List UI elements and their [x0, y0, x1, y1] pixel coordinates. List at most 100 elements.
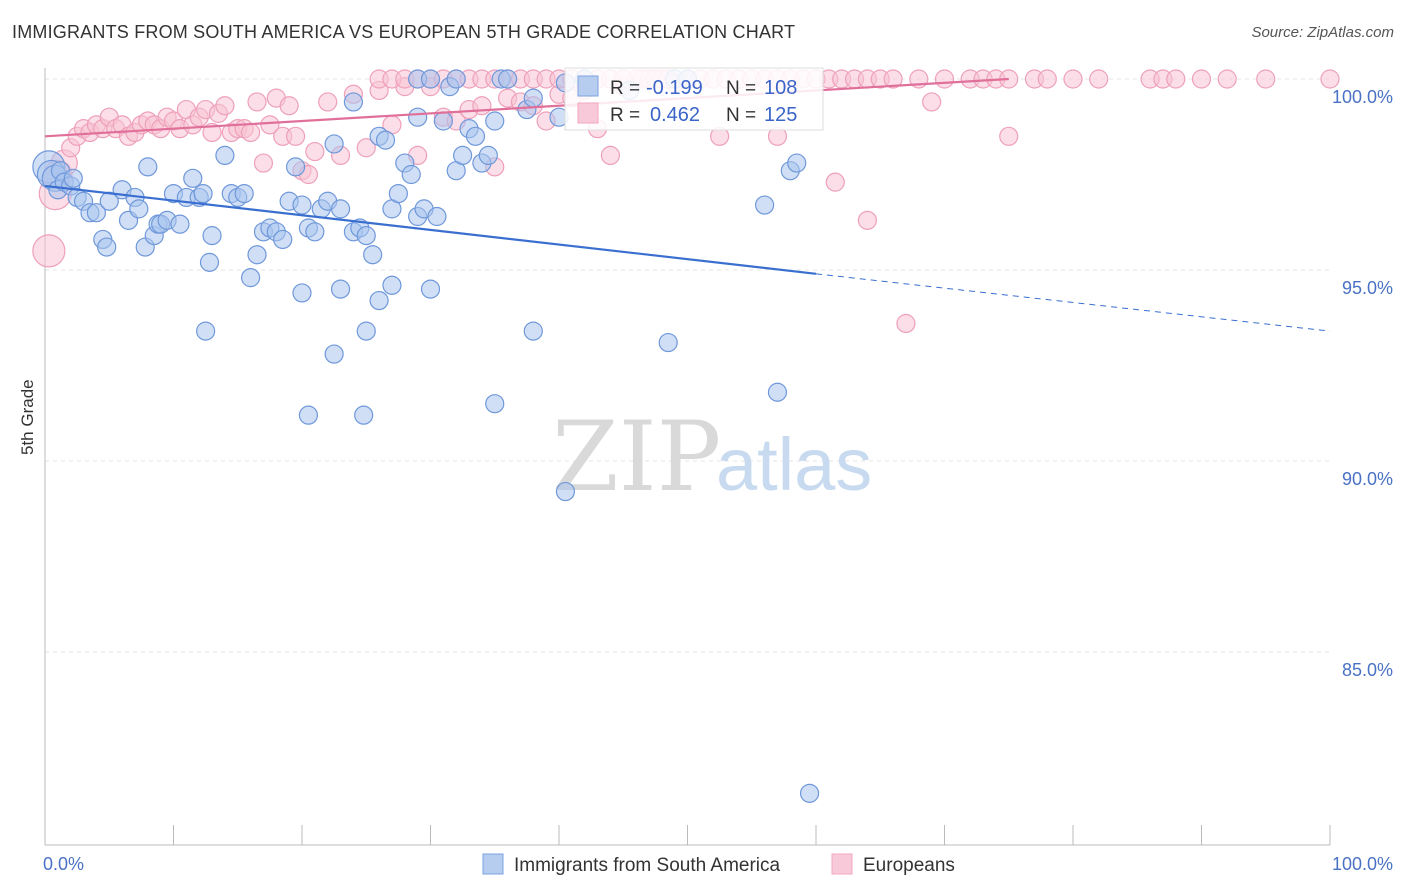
x-tick-label-0: 0.0% [43, 854, 84, 874]
point-south-america-88 [498, 69, 518, 89]
point-south-america-38 [241, 268, 261, 288]
point-europeans-96 [1063, 69, 1083, 89]
y-tick-label-2: 90.0% [1342, 469, 1393, 489]
chart-title: IMMIGRANTS FROM SOUTH AMERICA VS EUROPEA… [12, 22, 796, 42]
point-south-america-11 [86, 203, 107, 223]
point-south-america-94 [420, 69, 441, 89]
point-south-america-79 [330, 279, 351, 299]
point-europeans-132 [896, 313, 916, 334]
point-south-america-32 [202, 226, 222, 246]
point-south-america-103 [767, 382, 788, 402]
point-south-america-101 [485, 394, 505, 414]
point-south-america-51 [324, 134, 344, 154]
point-south-america-55 [356, 226, 376, 246]
point-south-america-96 [523, 321, 543, 341]
point-south-america-13 [97, 237, 117, 257]
legend-r-label-0: R = [610, 78, 640, 99]
point-south-america-43 [273, 229, 293, 250]
point-south-america-62 [401, 164, 421, 185]
point-europeans-0 [32, 234, 66, 268]
point-south-america-37 [196, 321, 216, 341]
point-south-america-98 [298, 405, 319, 425]
stats-legend-bg [564, 67, 824, 131]
point-europeans-102 [1217, 69, 1237, 89]
point-south-america-48 [305, 222, 325, 242]
series-legend: Immigrants from South America Europeans [482, 853, 955, 876]
point-europeans-100 [1166, 69, 1186, 89]
series-legend-label-0: Immigrants from South America [514, 855, 781, 876]
legend-swatch-blue [577, 75, 599, 97]
point-south-america-65 [420, 279, 441, 299]
legend-n-label-1: N = [726, 105, 756, 126]
point-south-america-20 [138, 157, 158, 177]
watermark-atlas: atlas [716, 423, 872, 506]
point-south-america-18 [129, 199, 149, 219]
point-south-america-31 [199, 252, 220, 272]
point-europeans-33 [247, 92, 267, 112]
point-europeans-134 [999, 126, 1019, 146]
point-europeans-104 [1320, 69, 1340, 89]
point-europeans-32 [241, 122, 261, 143]
point-south-america-7 [63, 168, 83, 188]
watermark: ZIP atlas [552, 401, 872, 513]
legend-n-label-0: N = [726, 78, 756, 99]
point-europeans-131 [857, 210, 878, 230]
legend-r-value-1: 0.462 [650, 104, 700, 126]
point-europeans-39 [285, 126, 306, 146]
point-europeans-65 [600, 145, 621, 165]
point-south-america-56 [363, 245, 383, 265]
point-south-america-67 [433, 111, 453, 131]
point-south-america-80 [356, 321, 376, 341]
point-europeans-35 [260, 115, 280, 135]
tick-labels: 100.0% 95.0% 90.0% 85.0% 0.0% 100.0% [43, 87, 1393, 874]
point-south-america-105 [787, 153, 807, 173]
point-europeans-55 [472, 96, 492, 116]
point-south-america-36 [234, 184, 254, 204]
point-south-america-78 [343, 92, 363, 112]
point-europeans-95 [1037, 69, 1057, 89]
point-europeans-46 [356, 138, 376, 158]
series-legend-swatch-pink [831, 853, 853, 875]
point-south-america-83 [292, 283, 312, 303]
point-europeans-89 [934, 69, 955, 89]
point-south-america-69 [453, 145, 473, 165]
point-south-america-30 [193, 184, 213, 204]
watermark-zip: ZIP [552, 401, 721, 513]
point-south-america-84 [408, 107, 428, 127]
x-tick-label-1: 100.0% [1332, 854, 1393, 874]
point-europeans-42 [305, 141, 325, 162]
point-south-america-60 [388, 184, 408, 204]
point-south-america-66 [427, 206, 447, 227]
series-legend-label-1: Europeans [863, 855, 955, 876]
trend-lines [44, 77, 1331, 332]
point-europeans-133 [922, 92, 942, 112]
stats-legend: R = -0.199 N = 108 R = 0.462 N = 125 [564, 67, 824, 131]
legend-r-label-1: R = [610, 105, 640, 126]
point-south-america-102 [658, 332, 678, 353]
point-south-america-97 [555, 481, 576, 502]
point-europeans-26 [202, 122, 222, 143]
point-south-america-46 [292, 195, 312, 215]
point-south-america-99 [354, 405, 374, 425]
point-south-america-73 [478, 145, 498, 165]
point-europeans-97 [1089, 69, 1109, 89]
point-south-america-71 [465, 126, 486, 146]
point-south-america-81 [369, 290, 389, 311]
point-europeans-43 [318, 92, 338, 112]
point-europeans-87 [883, 69, 903, 89]
point-europeans-34 [253, 153, 274, 173]
source-label: Source: ZipAtlas.com [1251, 24, 1394, 41]
point-europeans-101 [1191, 69, 1212, 89]
point-europeans-130 [825, 172, 845, 192]
legend-r-value-0: -0.199 [646, 77, 703, 99]
y-tick-label-3: 85.0% [1342, 660, 1393, 680]
point-europeans-28 [215, 96, 235, 116]
y-tick-label-0: 100.0% [1332, 87, 1393, 107]
point-south-america-74 [485, 111, 505, 131]
point-south-america-33 [215, 145, 235, 165]
point-south-america-106 [754, 195, 775, 215]
point-south-america-76 [523, 88, 543, 108]
point-europeans-38 [279, 96, 299, 116]
point-south-america-58 [375, 130, 396, 150]
